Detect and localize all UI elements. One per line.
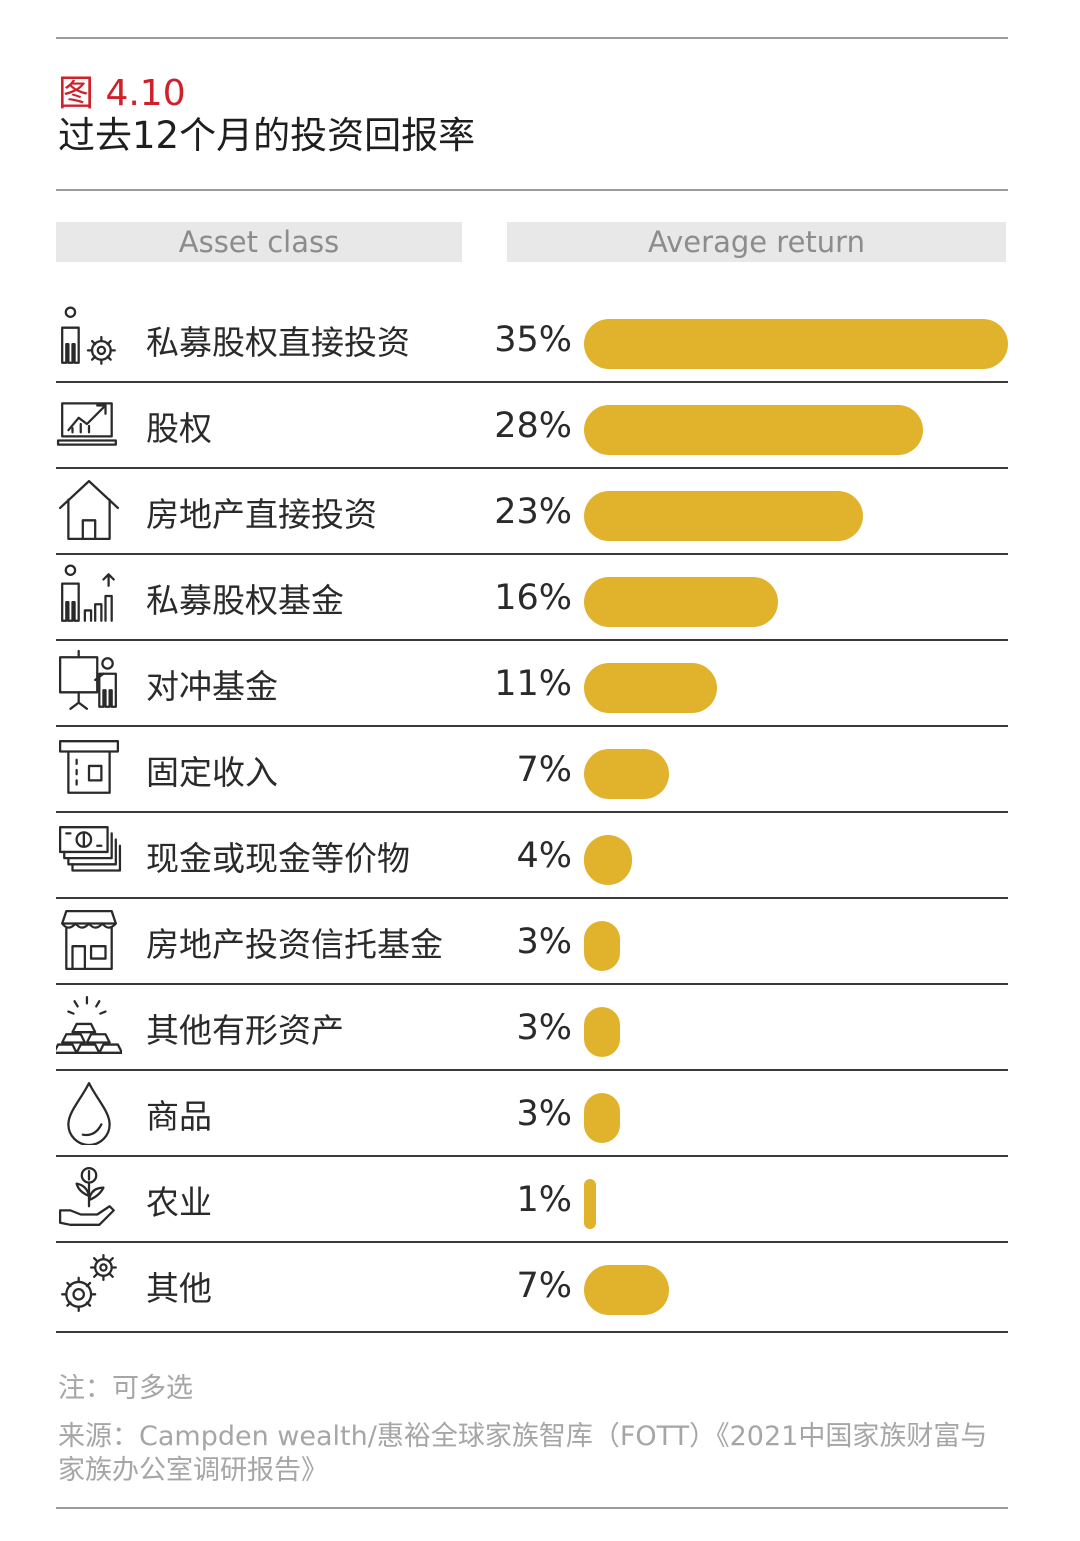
value-label: 3%	[516, 1094, 572, 1134]
value-label: 4%	[516, 836, 572, 876]
footer-rule	[56, 1507, 1008, 1509]
category-label: 商品	[146, 1097, 212, 1136]
row-divider	[56, 1241, 1008, 1243]
chart-row: 房地产投资信托基金 3%	[56, 899, 1008, 985]
figure-title: 过去12个月的投资回报率	[58, 114, 476, 157]
value-label: 7%	[516, 1266, 572, 1306]
bar	[584, 577, 778, 627]
bottom-table-rule	[56, 1331, 1008, 1333]
presenter-board-icon	[56, 649, 122, 715]
figure-label: 图 4.10	[58, 73, 186, 114]
bar	[584, 1007, 620, 1057]
house-icon	[56, 477, 122, 543]
person-gear-icon	[56, 305, 122, 371]
chart-row: 私募股权基金 16%	[56, 555, 1008, 641]
chart-row: 现金或现金等价物 4%	[56, 813, 1008, 899]
category-label: 私募股权基金	[146, 581, 344, 620]
atm-icon	[56, 735, 122, 801]
bar	[584, 1265, 669, 1315]
value-label: 23%	[494, 492, 572, 532]
category-label: 农业	[146, 1183, 212, 1222]
row-divider	[56, 381, 1008, 383]
chart-row: 房地产直接投资 23%	[56, 469, 1008, 555]
chart-row: 固定收入 7%	[56, 727, 1008, 813]
chart-row: 其他有形资产 3%	[52, 985, 1008, 1071]
chart-row: 农业 1%	[56, 1157, 1008, 1243]
hand-coin-plant-icon	[56, 1165, 122, 1231]
gears-icon	[56, 1251, 122, 1317]
bar	[584, 1179, 596, 1229]
category-label: 现金或现金等价物	[146, 839, 410, 878]
value-label: 16%	[494, 578, 572, 618]
droplet-icon	[56, 1079, 122, 1147]
category-label: 房地产直接投资	[146, 495, 377, 534]
title-rule	[56, 189, 1008, 191]
category-label: 其他	[146, 1269, 212, 1308]
chart-row: 私募股权直接投资 35%	[56, 297, 1008, 383]
row-divider	[56, 811, 1008, 813]
category-label: 对冲基金	[146, 667, 278, 706]
gold-bars-icon	[52, 993, 124, 1059]
value-label: 3%	[516, 1008, 572, 1048]
note-text: 注：可多选	[58, 1373, 193, 1404]
top-rule	[56, 37, 1008, 39]
row-divider	[56, 1155, 1008, 1157]
category-label: 私募股权直接投资	[146, 323, 410, 362]
chart-row: 商品 3%	[56, 1071, 1008, 1157]
chart-row: 其他 7%	[56, 1243, 1008, 1329]
row-divider	[56, 1069, 1008, 1071]
row-divider	[56, 983, 1008, 985]
category-label: 股权	[146, 409, 212, 448]
bar	[584, 491, 863, 541]
value-label: 11%	[494, 664, 572, 704]
row-divider	[56, 897, 1008, 899]
bar	[584, 835, 632, 885]
value-label: 7%	[516, 750, 572, 790]
person-growth-chart-icon	[56, 563, 122, 629]
bar	[584, 663, 717, 713]
value-label: 35%	[494, 320, 572, 360]
chart-row: 股权 28%	[56, 383, 1008, 469]
category-label: 固定收入	[146, 753, 278, 792]
category-label: 房地产投资信托基金	[146, 925, 443, 964]
header-asset-class: Asset class	[56, 222, 462, 262]
chart-monitor-icon	[56, 391, 122, 457]
bar	[584, 749, 669, 799]
banknotes-icon	[56, 821, 122, 887]
chart-row: 对冲基金 11%	[56, 641, 1008, 727]
bar	[584, 921, 620, 971]
source-text: 来源：Campden wealth/惠裕全球家族智库（FOTT）《2021中国家…	[58, 1421, 988, 1486]
row-divider	[56, 467, 1008, 469]
storefront-icon	[56, 907, 122, 973]
value-label: 1%	[516, 1180, 572, 1220]
value-label: 28%	[494, 406, 572, 446]
bar	[584, 1093, 620, 1143]
bar	[584, 319, 1008, 369]
value-label: 3%	[516, 922, 572, 962]
row-divider	[56, 553, 1008, 555]
bar	[584, 405, 923, 455]
row-divider	[56, 639, 1008, 641]
row-divider	[56, 725, 1008, 727]
header-average-return: Average return	[507, 222, 1006, 262]
category-label: 其他有形资产	[146, 1011, 344, 1050]
